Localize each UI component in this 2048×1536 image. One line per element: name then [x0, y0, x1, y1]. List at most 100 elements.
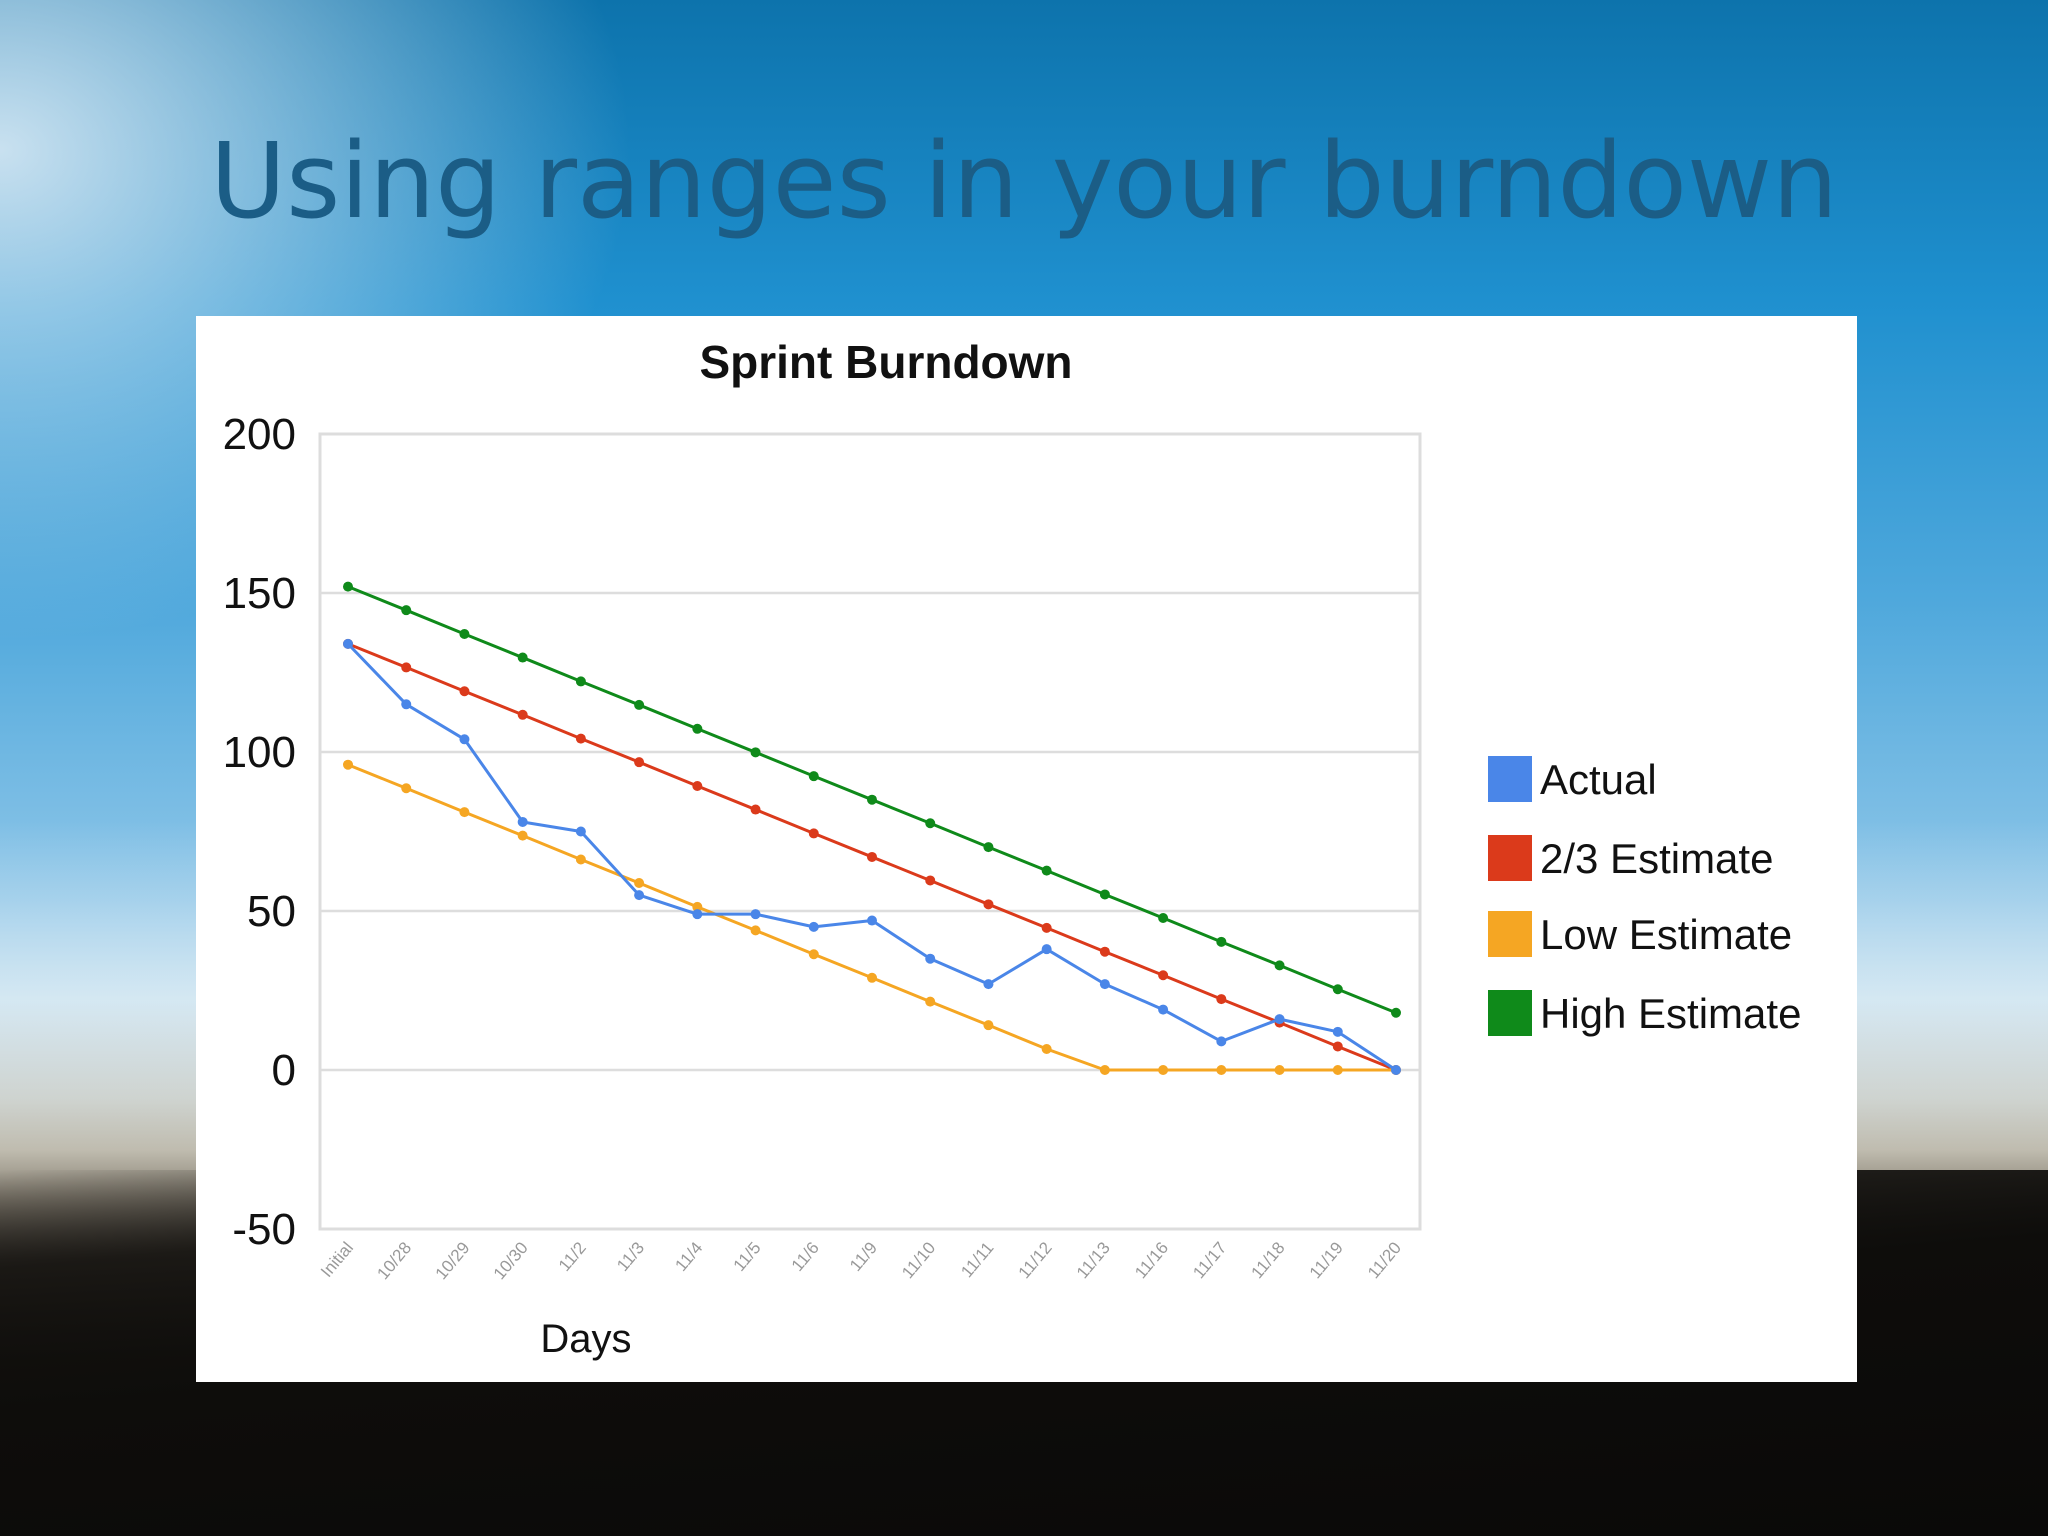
y-axis-ticks: 200 150 100 50 0 -50: [223, 410, 296, 1254]
y-tick-label: -50: [232, 1205, 296, 1254]
data-point: [575, 826, 586, 837]
data-point: [401, 783, 412, 794]
data-point: [634, 890, 645, 901]
data-point: [1099, 946, 1110, 957]
legend-label: High Estimate: [1540, 990, 1801, 1037]
chart-panel: Sprint Burndown 200 150 100 50 0 -50 Initial 1…: [196, 316, 1857, 1382]
data-point: [1332, 1065, 1343, 1075]
x-tick-label: 11/12: [1015, 1238, 1056, 1282]
x-tick-label: 11/2: [555, 1238, 590, 1275]
data-point: [459, 734, 470, 745]
data-point: [1041, 922, 1052, 933]
legend-swatch: [1488, 835, 1532, 881]
x-tick-label: 11/19: [1306, 1238, 1347, 1282]
x-tick-label: 11/17: [1189, 1238, 1230, 1282]
legend-swatch: [1488, 756, 1532, 802]
y-tick-label: 200: [223, 410, 296, 459]
data-point: [1216, 936, 1227, 947]
y-tick-label: 0: [272, 1046, 296, 1095]
data-point: [750, 804, 761, 815]
series-high-estimate: [343, 581, 1401, 1018]
data-point: [459, 686, 470, 697]
data-point: [401, 662, 412, 673]
x-tick-label: 10/29: [432, 1238, 474, 1283]
legend-label: Actual: [1540, 756, 1657, 803]
y-tick-label: 150: [223, 569, 296, 618]
plot-area: [318, 432, 1422, 1231]
data-point: [750, 909, 761, 920]
x-tick-label: 11/4: [671, 1238, 706, 1275]
data-point: [692, 901, 703, 912]
data-point: [343, 638, 353, 649]
data-point: [634, 699, 645, 710]
data-point: [867, 794, 877, 805]
data-point: [634, 878, 645, 889]
data-point: [1041, 944, 1052, 955]
x-tick-label: 11/10: [898, 1238, 939, 1282]
x-tick-label: 11/16: [1131, 1238, 1172, 1282]
data-point: [634, 757, 645, 768]
x-tick-label: 11/9: [846, 1238, 881, 1275]
data-point: [808, 771, 819, 782]
data-point: [1041, 1044, 1052, 1055]
legend-swatch: [1488, 911, 1532, 957]
legend: Actual 2/3 Estimate Low Estimate High Estim…: [1488, 756, 1801, 1037]
data-point: [808, 949, 819, 960]
data-point: [1216, 1065, 1227, 1075]
x-tick-label: 11/20: [1364, 1238, 1405, 1282]
data-point: [1391, 1065, 1401, 1075]
data-point: [1274, 960, 1285, 971]
y-tick-label: 50: [247, 887, 296, 936]
data-point: [867, 915, 877, 926]
data-point: [517, 652, 528, 663]
data-point: [692, 781, 703, 792]
x-tick-label: 11/18: [1248, 1238, 1289, 1282]
x-tick-label: 10/28: [373, 1238, 415, 1283]
data-point: [1332, 1026, 1343, 1037]
data-point: [1099, 979, 1110, 990]
data-point: [750, 747, 761, 758]
data-point: [983, 899, 994, 910]
x-tick-label: 11/11: [957, 1238, 997, 1281]
series-low-estimate: [343, 759, 1401, 1075]
data-point: [517, 709, 528, 720]
data-point: [575, 733, 586, 744]
data-point: [925, 953, 936, 964]
data-point: [459, 807, 470, 818]
legend-label: 2/3 Estimate: [1540, 835, 1773, 882]
y-tick-label: 100: [223, 728, 296, 777]
data-point: [925, 996, 936, 1007]
x-axis-label: Days: [540, 1317, 631, 1361]
data-point: [517, 830, 528, 841]
data-point: [692, 723, 703, 734]
data-point: [808, 828, 819, 839]
burndown-chart: Sprint Burndown 200 150 100 50 0 -50 Initial 1…: [223, 336, 1802, 1361]
data-point: [1332, 984, 1343, 995]
x-tick-label: 11/13: [1073, 1238, 1114, 1282]
series-actual: [343, 638, 1401, 1075]
legend-swatch: [1488, 990, 1532, 1036]
data-point: [1099, 1065, 1110, 1075]
data-point: [1041, 865, 1052, 876]
data-point: [343, 759, 353, 770]
data-point: [401, 605, 412, 616]
data-point: [1158, 1004, 1169, 1015]
series-lines: [343, 581, 1401, 1075]
data-point: [459, 629, 470, 640]
data-point: [925, 875, 936, 886]
legend-label: Low Estimate: [1540, 911, 1792, 958]
data-point: [343, 581, 353, 592]
data-point: [1391, 1007, 1401, 1018]
data-point: [808, 921, 819, 932]
gridlines: [320, 432, 1420, 1231]
data-point: [1216, 994, 1227, 1005]
data-point: [750, 925, 761, 936]
data-point: [1332, 1041, 1343, 1052]
data-point: [925, 818, 936, 829]
data-point: [517, 816, 528, 827]
data-point: [575, 676, 586, 687]
slide-title: Using ranges in your burndown: [210, 120, 1838, 242]
data-point: [1158, 970, 1169, 981]
data-point: [1158, 1065, 1169, 1075]
x-tick-label: 11/3: [613, 1238, 648, 1275]
